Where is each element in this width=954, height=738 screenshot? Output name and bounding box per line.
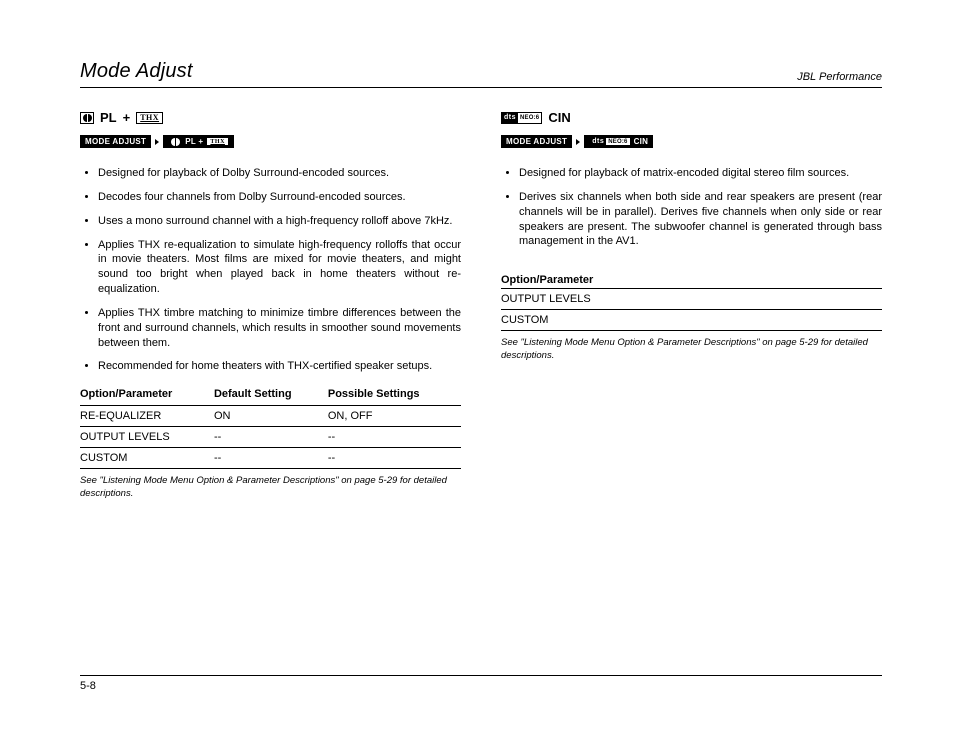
cell: ON bbox=[214, 406, 328, 427]
options-table-right: OUTPUT LEVELS CUSTOM bbox=[501, 288, 882, 331]
breadcrumb-right: MODE ADJUST dts NEO:6 CIN bbox=[501, 135, 653, 148]
dts-neo6-icon: dts NEO:6 bbox=[501, 112, 542, 124]
list-item: Designed for playback of matrix-encoded … bbox=[519, 166, 882, 181]
cell: ON, OFF bbox=[328, 406, 461, 427]
header-brand: JBL Performance bbox=[797, 71, 882, 83]
bullet-list-right: Designed for playback of matrix-encoded … bbox=[501, 166, 882, 249]
list-item: Designed for playback of Dolby Surround-… bbox=[98, 166, 461, 181]
dolby-icon bbox=[168, 137, 182, 146]
dts-neo6-icon: dts NEO:6 bbox=[589, 137, 630, 146]
section-title-pl-thx: PL + THX bbox=[80, 110, 461, 125]
col-header: Option/Parameter bbox=[80, 388, 214, 406]
thx-icon: THX bbox=[136, 112, 163, 124]
header-title: Mode Adjust bbox=[80, 60, 193, 83]
table-row: OUTPUT LEVELS bbox=[501, 289, 882, 310]
options-table-left: Option/Parameter Default Setting Possibl… bbox=[80, 388, 461, 469]
right-column: dts NEO:6 CIN MODE ADJUST dts NEO:6 CIN … bbox=[501, 110, 882, 500]
footnote-right: See "Listening Mode Menu Option & Parame… bbox=[501, 337, 882, 362]
crumb-mode-adjust: MODE ADJUST bbox=[80, 135, 151, 148]
columns: PL + THX MODE ADJUST PL + THX Designed f… bbox=[80, 110, 882, 500]
list-item: Recommended for home theaters with THX-c… bbox=[98, 359, 461, 374]
chevron-right-icon bbox=[155, 139, 159, 145]
cell: -- bbox=[328, 427, 461, 448]
left-column: PL + THX MODE ADJUST PL + THX Designed f… bbox=[80, 110, 461, 500]
breadcrumb-left: MODE ADJUST PL + THX bbox=[80, 135, 234, 148]
thx-icon: THX bbox=[206, 137, 229, 146]
dolby-icon bbox=[80, 112, 94, 124]
cell: OUTPUT LEVELS bbox=[80, 427, 214, 448]
cell: RE-EQUALIZER bbox=[80, 406, 214, 427]
crumb-cin-label: CIN bbox=[634, 137, 649, 146]
section-title-dts-cin: dts NEO:6 CIN bbox=[501, 110, 882, 125]
col-header: Default Setting bbox=[214, 388, 328, 406]
list-item: Applies THX timbre matching to minimize … bbox=[98, 306, 461, 351]
col-header: Possible Settings bbox=[328, 388, 461, 406]
table-title-right: Option/Parameter bbox=[501, 274, 882, 286]
crumb-mode-adjust: MODE ADJUST bbox=[501, 135, 572, 148]
table-row: CUSTOM -- -- bbox=[80, 448, 461, 469]
page-number: 5-8 bbox=[80, 680, 96, 692]
table-row: RE-EQUALIZER ON ON, OFF bbox=[80, 406, 461, 427]
list-item: Decodes four channels from Dolby Surroun… bbox=[98, 190, 461, 205]
cell: CUSTOM bbox=[80, 448, 214, 469]
table-row: CUSTOM bbox=[501, 310, 882, 331]
page: Mode Adjust JBL Performance PL + THX MOD… bbox=[0, 0, 954, 738]
crumb-pl-label: PL + bbox=[185, 137, 203, 146]
page-footer: 5-8 bbox=[80, 675, 882, 692]
chevron-right-icon bbox=[576, 139, 580, 145]
cell: OUTPUT LEVELS bbox=[501, 289, 882, 310]
list-item: Derives six channels when both side and … bbox=[519, 190, 882, 249]
list-item: Applies THX re-equalization to simulate … bbox=[98, 238, 461, 297]
cin-label: CIN bbox=[548, 110, 570, 125]
cell: -- bbox=[214, 448, 328, 469]
cell: -- bbox=[328, 448, 461, 469]
bullet-list-left: Designed for playback of Dolby Surround-… bbox=[80, 166, 461, 374]
table-row: OUTPUT LEVELS -- -- bbox=[80, 427, 461, 448]
cell: CUSTOM bbox=[501, 310, 882, 331]
page-header: Mode Adjust JBL Performance bbox=[80, 60, 882, 88]
pl-label: PL bbox=[100, 110, 117, 125]
crumb-dts-cin: dts NEO:6 CIN bbox=[584, 135, 653, 148]
crumb-pl-thx: PL + THX bbox=[163, 135, 234, 148]
list-item: Uses a mono surround channel with a high… bbox=[98, 214, 461, 229]
footnote-left: See "Listening Mode Menu Option & Parame… bbox=[80, 475, 461, 500]
cell: -- bbox=[214, 427, 328, 448]
plus-label: + bbox=[123, 110, 131, 125]
